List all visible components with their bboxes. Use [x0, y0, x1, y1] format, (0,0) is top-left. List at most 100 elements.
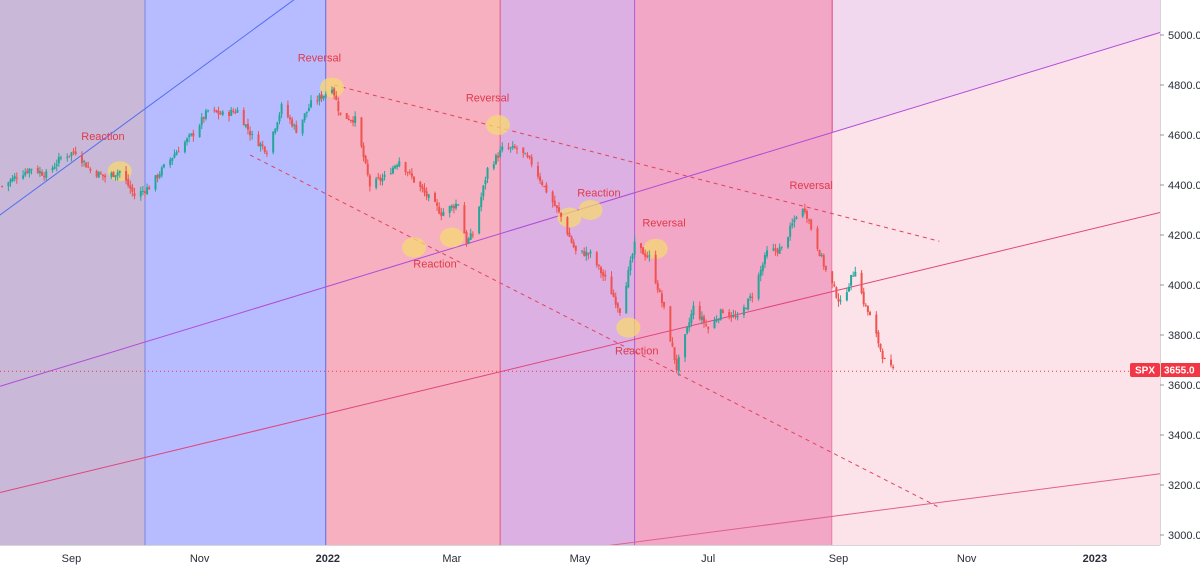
- candle-body-23: [68, 155, 71, 157]
- candle-body-78: [230, 109, 233, 116]
- candle-body-239: [702, 316, 705, 324]
- candle-body-217: [639, 243, 642, 249]
- candle-body-172: [507, 147, 510, 149]
- candle-body-16: [45, 171, 48, 178]
- candle-body-125: [366, 163, 369, 175]
- candle-body-145: [425, 191, 428, 197]
- trend-line-1[interactable]: [334, 84, 940, 242]
- candle-body-261: [766, 250, 769, 257]
- annotation-5[interactable]: Reaction: [577, 187, 620, 199]
- annotation-2[interactable]: Reversal: [298, 52, 341, 64]
- candle-body-202: [595, 252, 598, 266]
- candle-body-1: [1, 186, 4, 188]
- candle-body-33: [97, 172, 100, 178]
- candle-body-18: [53, 166, 56, 169]
- candle-body-276: [810, 219, 813, 230]
- candle-body-96: [280, 104, 283, 115]
- time-tick-label-9: 2023: [1083, 553, 1107, 565]
- candle-body-247: [728, 312, 731, 317]
- candle-body-246: [721, 310, 724, 314]
- candle-body-251: [736, 315, 739, 318]
- candle-body-163: [480, 196, 483, 208]
- candle-body-119: [349, 120, 352, 122]
- candle-body-127: [375, 178, 378, 188]
- price-tick-label-7: 3800.0: [1168, 330, 1200, 342]
- candle-body-45: [131, 187, 134, 192]
- candle-body-90: [263, 146, 266, 153]
- trend-line-2[interactable]: [249, 154, 940, 508]
- channel-line-1[interactable]: [0, 0, 382, 216]
- candle-body-221: [648, 255, 651, 257]
- candle-body-97: [286, 104, 289, 118]
- candle-body-59: [173, 154, 176, 158]
- annotation-8[interactable]: Reversal: [789, 180, 832, 192]
- candle-body-35: [101, 174, 104, 177]
- candle-body-8: [24, 172, 27, 176]
- channel-line-4[interactable]: [536, 473, 1160, 555]
- candle-body-292: [860, 272, 863, 293]
- highlight-marker-3: [486, 115, 511, 135]
- annotation-7[interactable]: Reaction: [615, 346, 658, 358]
- highlight-marker-4: [439, 227, 464, 248]
- candle-body-98: [289, 117, 291, 120]
- candle-body-140: [410, 173, 413, 177]
- channel-line-3[interactable]: [0, 212, 1160, 493]
- candle-body-48: [141, 190, 144, 192]
- candle-body-107: [316, 100, 319, 102]
- candle-body-220: [646, 255, 649, 258]
- candle-body-214: [629, 260, 632, 271]
- candle-body-135: [396, 165, 399, 167]
- candle-body-94: [276, 122, 279, 130]
- annotation-4[interactable]: Reaction: [413, 259, 456, 271]
- time-tick-label-4: Mar: [442, 553, 461, 565]
- time-axis-panel[interactable]: [0, 545, 1160, 567]
- time-tick-label-8: Nov: [957, 553, 977, 565]
- annotation-1[interactable]: Reaction: [81, 131, 124, 143]
- candle-body-14: [41, 171, 44, 176]
- candle-body-201: [589, 251, 592, 254]
- annotation-3[interactable]: Reversal: [466, 92, 509, 104]
- candle-body-253: [745, 308, 748, 310]
- candle-body-131: [383, 174, 386, 178]
- candle-body-161: [471, 234, 474, 236]
- candle-body-86: [251, 133, 254, 135]
- candle-body-28: [83, 161, 86, 163]
- candle-body-147: [434, 192, 436, 202]
- candle-body-282: [831, 271, 834, 284]
- candle-body-24: [70, 152, 73, 156]
- candle-body-99: [291, 119, 294, 127]
- candle-body-54: [158, 174, 161, 177]
- candle-body-169: [497, 155, 500, 158]
- price-axis-panel[interactable]: [1160, 0, 1200, 567]
- candle-body-82: [242, 109, 245, 126]
- candle-body-296: [869, 312, 871, 316]
- candle-body-9: [26, 170, 29, 173]
- candle-body-43: [127, 179, 130, 186]
- candle-body-252: [742, 307, 745, 316]
- candle-body-11: [30, 169, 33, 171]
- candle-body-34: [99, 173, 102, 175]
- candle-body-38: [112, 171, 115, 177]
- candle-body-81: [236, 109, 239, 113]
- candle-body-116: [339, 112, 342, 115]
- annotation-6[interactable]: Reversal: [642, 217, 685, 229]
- candle-body-142: [419, 181, 422, 187]
- time-zone-2: [145, 0, 326, 545]
- candle-body-204: [600, 267, 603, 274]
- candle-body-295: [866, 305, 869, 312]
- candle-body-300: [881, 350, 884, 359]
- time-tick-label-6: Jul: [701, 553, 715, 565]
- projection-band: [832, 32, 1160, 545]
- candle-body-244: [717, 319, 720, 321]
- candle-body-195: [572, 242, 575, 248]
- candle-body-103: [303, 113, 306, 121]
- candle-body-117: [345, 113, 348, 119]
- candle-body-128: [377, 177, 380, 179]
- time-tick-label-5: May: [570, 553, 591, 565]
- candle-body-270: [793, 219, 796, 223]
- candle-body-264: [776, 249, 779, 253]
- candle-body-2: [7, 182, 10, 187]
- candle-body-3: [9, 179, 12, 183]
